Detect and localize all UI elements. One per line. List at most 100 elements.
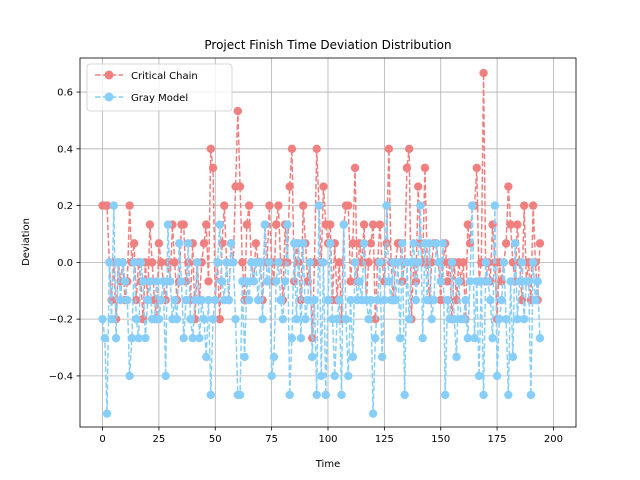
data-point-critical-chain [364, 258, 373, 267]
data-point-critical-chain [251, 239, 261, 248]
data-point-gray-model [434, 258, 443, 267]
x-axis-label: Time [315, 459, 340, 470]
data-point-gray-model [371, 333, 380, 343]
data-point-gray-model [490, 201, 500, 210]
data-point-gray-model [136, 258, 146, 267]
data-point-critical-chain [519, 201, 529, 210]
data-point-critical-chain [326, 220, 335, 229]
data-point-gray-model [326, 239, 335, 248]
data-point-critical-chain [102, 201, 112, 210]
data-point-gray-model [323, 295, 333, 305]
data-point-critical-chain [344, 201, 353, 210]
data-point-gray-model [170, 295, 179, 305]
data-point-gray-model [213, 258, 222, 267]
data-point-gray-model [488, 333, 497, 343]
data-point-gray-model [499, 258, 509, 267]
legend-marker-critical-chain [104, 70, 114, 80]
data-point-gray-model [533, 277, 542, 286]
data-point-critical-chain [179, 220, 188, 229]
data-point-gray-model [418, 333, 427, 343]
data-point-gray-model [256, 258, 265, 267]
data-point-critical-chain [312, 144, 321, 154]
data-point-gray-model [330, 371, 339, 381]
data-point-gray-model [447, 258, 457, 267]
data-point-gray-model [262, 277, 272, 286]
data-point-critical-chain [436, 295, 445, 305]
data-point-gray-model [398, 239, 407, 248]
data-point-gray-model [202, 352, 211, 362]
data-point-gray-model [204, 295, 213, 305]
data-point-gray-model [229, 258, 238, 267]
series-gray-model [98, 201, 545, 418]
data-point-gray-model [100, 333, 110, 343]
data-point-gray-model [319, 258, 328, 267]
data-point-gray-model [337, 390, 346, 400]
data-point-gray-model [129, 258, 139, 267]
data-point-gray-model [145, 277, 155, 286]
data-point-gray-model [425, 239, 434, 248]
data-point-gray-model [400, 390, 409, 400]
data-point-gray-model [208, 314, 218, 324]
data-point-gray-model [285, 390, 294, 400]
data-point-critical-chain [366, 239, 376, 248]
data-point-critical-chain [129, 239, 139, 248]
data-point-gray-model [515, 277, 524, 286]
data-point-gray-model [258, 314, 267, 324]
data-point-gray-model [159, 277, 168, 286]
data-point-gray-model [504, 390, 513, 400]
data-point-critical-chain [513, 220, 522, 229]
data-point-gray-model [395, 333, 405, 343]
data-point-gray-model [267, 371, 276, 381]
data-point-gray-model [441, 390, 450, 400]
data-point-gray-model [242, 277, 252, 286]
data-point-gray-model [526, 390, 536, 400]
data-point-gray-model [199, 314, 209, 324]
data-point-gray-model [506, 277, 515, 286]
data-point-gray-model [508, 352, 518, 362]
y-axis-label: Deviation [21, 218, 32, 266]
data-point-gray-model [350, 258, 360, 267]
data-point-critical-chain [154, 239, 164, 248]
data-point-gray-model [454, 277, 463, 286]
data-point-critical-chain [156, 258, 166, 267]
data-point-gray-model [355, 277, 364, 286]
data-point-gray-model [477, 277, 486, 286]
data-point-gray-model [141, 333, 150, 343]
data-point-gray-model [265, 258, 274, 267]
data-point-gray-model [470, 333, 479, 343]
data-point-gray-model [438, 239, 448, 248]
data-point-gray-model [217, 277, 227, 286]
data-point-critical-chain [274, 201, 283, 210]
data-point-gray-model [123, 295, 132, 305]
x-tick-label: 150 [431, 434, 450, 445]
data-point-gray-model [102, 409, 112, 418]
data-point-gray-model [452, 352, 461, 362]
legend-box [86, 63, 233, 112]
data-point-gray-model [368, 409, 378, 418]
data-point-gray-model [116, 295, 125, 305]
data-point-critical-chain [443, 277, 452, 286]
data-point-gray-model [278, 314, 288, 324]
data-point-gray-model [510, 239, 520, 248]
data-point-gray-model [274, 258, 283, 267]
data-point-gray-model [513, 314, 522, 324]
data-point-critical-chain [420, 163, 430, 173]
data-point-gray-model [310, 295, 319, 305]
data-point-gray-model [269, 352, 279, 362]
data-point-critical-chain [413, 182, 423, 191]
data-point-gray-model [344, 371, 353, 381]
data-point-gray-model [105, 258, 114, 267]
data-point-gray-model [468, 201, 477, 210]
data-point-critical-chain [299, 201, 308, 210]
data-point-critical-chain [501, 239, 511, 248]
data-point-critical-chain [319, 182, 328, 191]
data-point-critical-chain [235, 182, 245, 191]
data-point-critical-chain [206, 144, 215, 154]
data-point-gray-model [226, 239, 236, 248]
data-point-critical-chain [150, 295, 159, 305]
data-point-gray-model [481, 258, 491, 267]
data-point-critical-chain [170, 258, 179, 267]
data-point-gray-model [193, 258, 202, 267]
data-point-gray-model [107, 314, 116, 324]
data-point-gray-model [364, 314, 373, 324]
